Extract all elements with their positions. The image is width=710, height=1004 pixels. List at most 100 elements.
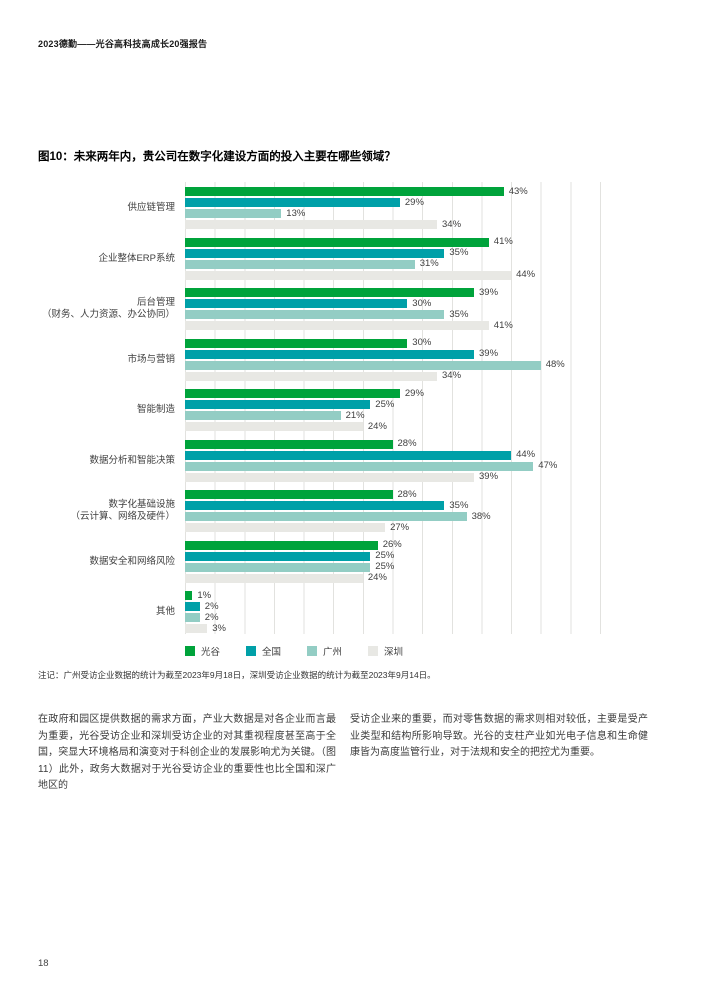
bar-row-全国: 39%	[185, 349, 610, 359]
legend-item-广州: 广州	[307, 644, 342, 658]
bar	[185, 371, 437, 381]
category-label: 后台管理 （财务、人力资源、办公协同）	[41, 297, 175, 320]
bar-group: 28% 35% 38% 27%	[185, 490, 610, 532]
bar	[185, 602, 200, 611]
legend-label: 广州	[323, 647, 343, 658]
bar	[185, 411, 341, 420]
bar-value-label: 25%	[375, 561, 395, 573]
chart-legend: 光谷 全国 广州 深圳	[185, 644, 403, 658]
bar	[185, 551, 371, 561]
category-label: 市场与营销	[127, 353, 175, 365]
legend-item-深圳: 深圳	[368, 644, 403, 658]
bar	[185, 248, 445, 258]
bar	[185, 461, 534, 471]
bar-chart: 供应链管理 43% 29% 13% 34% 企业整体ERP系统 41% 35% 31% 44% 后台…	[38, 182, 610, 642]
category-label: 供应链管理	[127, 202, 175, 213]
bar	[185, 349, 474, 359]
legend-item-全国: 全国	[246, 644, 281, 658]
bar-value-label: 41%	[493, 236, 513, 248]
bar	[185, 490, 393, 499]
bar-row-广州: 21%	[185, 411, 610, 420]
bar-row-深圳: 41%	[185, 321, 610, 330]
bar-row-深圳: 34%	[185, 371, 610, 381]
bar-value-label: 28%	[397, 438, 417, 450]
chart-title: 图10：未来两年内，贵公司在数字化建设方面的投入主要在哪些领域？	[38, 151, 396, 163]
bar-value-label: 29%	[404, 196, 424, 208]
bar-row-广州: 47%	[185, 460, 610, 472]
bar	[185, 259, 415, 269]
bar-row-深圳: 34%	[185, 220, 610, 229]
bar-row-光谷: 26%	[185, 540, 610, 550]
chart-row: 智能制造 29% 25% 21% 24%	[38, 389, 610, 431]
bar	[185, 501, 445, 510]
bar-row-全国: 35%	[185, 501, 610, 510]
chart-row: 企业整体ERP系统 41% 35% 31% 44%	[38, 236, 610, 280]
category-label: 数据分析和智能决策	[89, 454, 175, 466]
chart-row: 市场与营销 30% 39% 48% 34%	[38, 338, 610, 381]
bar	[185, 321, 489, 330]
bar-group: 29% 25% 21% 24%	[185, 389, 610, 431]
legend-item-光谷: 光谷	[185, 644, 220, 658]
bar-group: 43% 29% 13% 34%	[185, 187, 610, 229]
body-text: 在政府和园区提供数据的需求方面，产业大数据是对各企业而言最为重要，光谷受访企业和…	[38, 712, 648, 795]
bar-row-广州: 2%	[185, 613, 610, 622]
bar-value-label: 44%	[516, 449, 536, 461]
chart-rows: 供应链管理 43% 29% 13% 34% 企业整体ERP系统 41% 35% 31% 44% 后台…	[38, 187, 610, 642]
bar	[185, 198, 400, 207]
bar-value-label: 25%	[375, 550, 395, 562]
legend-label: 光谷	[201, 647, 221, 658]
bar	[185, 439, 393, 449]
category-label: 企业整体ERP系统	[98, 252, 175, 264]
bar-value-label: 29%	[404, 387, 424, 399]
bar-value-label: 48%	[545, 359, 565, 371]
chart-row: 供应链管理 43% 29% 13% 34%	[38, 187, 610, 229]
chart-row: 后台管理 （财务、人力资源、办公协同） 39% 30% 35% 41%	[38, 288, 610, 330]
bar-value-label: 43%	[508, 185, 528, 197]
bar-value-label: 13%	[286, 207, 306, 219]
page-number: 18	[38, 958, 49, 969]
bar	[185, 450, 512, 460]
bar-value-label: 39%	[479, 286, 499, 298]
bar	[185, 540, 378, 550]
bar	[185, 237, 489, 247]
bar-row-光谷: 29%	[185, 389, 610, 398]
bar-row-光谷: 43%	[185, 187, 610, 196]
bar-row-广州: 31%	[185, 259, 610, 269]
bar-value-label: 39%	[479, 471, 499, 483]
bar-value-label: 47%	[538, 460, 558, 472]
chart-row: 其他 1% 2% 2% 3%	[38, 591, 610, 633]
body-column-right: 受访企业来的重要，而对零售数据的需求则相对较低，主要是受产业类型和结构所影响导致…	[350, 714, 648, 758]
bar	[185, 512, 467, 521]
bar-row-光谷: 30%	[185, 338, 610, 348]
chart-row: 数据分析和智能决策 28% 44% 47% 39%	[38, 438, 610, 483]
bar-group: 28% 44% 47% 39%	[185, 438, 610, 483]
category-label: 数字化基础设施 （云计算、网络及硬件）	[70, 499, 175, 522]
bar-group: 1% 2% 2% 3%	[185, 591, 610, 633]
bar-row-全国: 25%	[185, 400, 610, 409]
bar	[185, 220, 437, 229]
bar-row-光谷: 1%	[185, 591, 610, 600]
bar-value-label: 41%	[493, 319, 513, 331]
bar-row-深圳: 3%	[185, 624, 610, 633]
bar	[185, 360, 541, 370]
bar	[185, 562, 371, 572]
bar-value-label: 2%	[204, 611, 219, 623]
bar-value-label: 1%	[197, 589, 212, 601]
legend-label: 全国	[262, 647, 282, 658]
bar-row-光谷: 28%	[185, 490, 610, 499]
bar-row-广州: 38%	[185, 512, 610, 521]
bar-group: 30% 39% 48% 34%	[185, 338, 610, 381]
bar-row-广州: 48%	[185, 359, 610, 371]
bar	[185, 523, 386, 532]
chart-note: 注记：广州受访企业数据的统计为截至2023年9月18日，深圳受访企业数据的统计为…	[38, 670, 436, 680]
bar-row-光谷: 41%	[185, 236, 610, 248]
bar	[185, 624, 208, 633]
bar	[185, 338, 408, 348]
bar-row-全国: 29%	[185, 198, 610, 207]
bar-row-深圳: 24%	[185, 573, 610, 583]
bar-row-深圳: 27%	[185, 523, 610, 532]
bar-row-全国: 25%	[185, 550, 610, 562]
bar	[185, 573, 363, 583]
bar	[185, 591, 193, 600]
